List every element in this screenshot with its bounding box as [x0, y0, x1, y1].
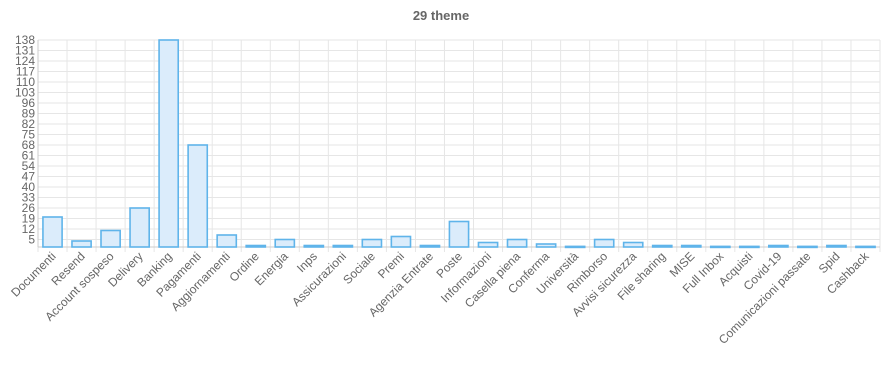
bar — [709, 245, 731, 249]
bar — [129, 207, 151, 248]
bar — [593, 238, 615, 248]
bar — [216, 234, 238, 248]
y-tick-label: 131 — [15, 44, 35, 58]
chart-title: 29 theme — [412, 8, 470, 23]
y-tick-label: 5 — [28, 233, 35, 247]
bar — [390, 235, 412, 248]
y-tick-label: 33 — [22, 191, 36, 205]
y-tick-label: 47 — [22, 170, 36, 184]
y-tick-label: 82 — [22, 117, 36, 131]
bar — [797, 245, 818, 249]
y-tick-label: 54 — [22, 159, 36, 173]
y-tick-label: 19 — [22, 212, 36, 226]
x-tick-label: Documenti — [8, 249, 58, 299]
bar — [855, 245, 876, 249]
bar — [303, 244, 325, 248]
y-tick-label: 110 — [16, 75, 35, 89]
y-tick-label: 68 — [22, 138, 36, 152]
y-tick-label: 89 — [22, 107, 36, 121]
bar — [448, 220, 470, 248]
bar — [42, 216, 63, 248]
bar — [564, 245, 586, 249]
x-gridlines — [37, 40, 881, 252]
bar — [535, 243, 557, 248]
bar — [506, 238, 528, 248]
y-tick-label: 26 — [22, 201, 36, 215]
y-tick-label: 124 — [15, 54, 35, 68]
y-tick-label: 61 — [22, 149, 36, 163]
bar — [680, 244, 702, 248]
y-tick-label: 75 — [22, 128, 36, 142]
bars — [42, 39, 876, 249]
y-tick-labels: 5121926334047546168758289961031101171241… — [15, 33, 35, 247]
y-tick-label: 12 — [22, 222, 36, 236]
y-tick-label: 96 — [22, 96, 36, 110]
bar — [477, 241, 499, 248]
bar — [361, 238, 383, 248]
y-tick-label: 40 — [22, 180, 36, 194]
bar — [274, 238, 296, 248]
bar — [187, 144, 209, 248]
y-tick-label: 103 — [15, 86, 35, 100]
x-tick-label: Sociale — [340, 249, 378, 287]
y-tick-label: 138 — [15, 33, 35, 47]
bar — [622, 241, 644, 248]
bar — [419, 244, 441, 248]
bar — [767, 244, 789, 248]
bar — [100, 229, 121, 248]
bar — [332, 244, 354, 248]
bar — [826, 244, 847, 248]
bar — [651, 244, 673, 248]
x-tick-label: Assicurazioni — [289, 249, 349, 309]
bar — [71, 240, 92, 248]
bar — [738, 245, 760, 249]
bar — [245, 244, 267, 248]
bar — [158, 39, 180, 248]
y-tick-label: 117 — [16, 65, 35, 79]
